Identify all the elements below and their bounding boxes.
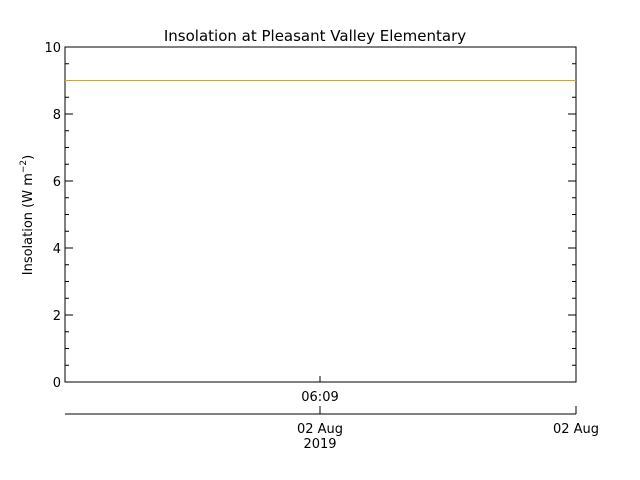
y-tick-label: 8 [53, 108, 61, 123]
y-axis-label-superscript: −2 [19, 160, 29, 173]
y-axis-ticks [65, 46, 576, 383]
y-axis-label: Insolation (W m−2) [19, 155, 36, 276]
date-tick-label-2: 02 Aug [553, 422, 599, 437]
date-tick-year-1: 2019 [303, 437, 336, 452]
y-tick-label: 10 [44, 41, 61, 56]
y-tick-label: 2 [53, 309, 61, 324]
chart-title: Insolation at Pleasant Valley Elementary [164, 27, 466, 45]
y-axis-label-main: Insolation (W m [21, 173, 36, 275]
plot-frame [64, 46, 577, 383]
y-tick-label: 0 [53, 376, 61, 391]
time-label: 06:09 [301, 390, 338, 405]
y-axis-tick-labels: 0 2 4 6 8 10 [44, 41, 61, 391]
date-tick-label-1: 02 Aug [297, 422, 343, 437]
y-tick-label: 4 [53, 242, 61, 257]
y-axis-label-close: ) [21, 155, 36, 160]
y-tick-label: 6 [53, 175, 61, 190]
